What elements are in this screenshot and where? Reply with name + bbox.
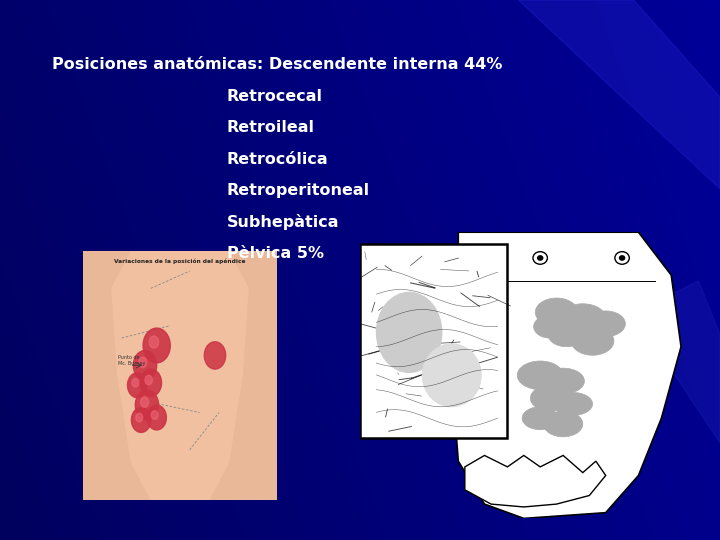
Circle shape	[151, 411, 158, 420]
Ellipse shape	[544, 411, 582, 437]
Circle shape	[618, 255, 626, 261]
Ellipse shape	[553, 393, 593, 415]
Circle shape	[138, 357, 147, 368]
Ellipse shape	[535, 298, 578, 327]
Text: Pèlvica 5%: Pèlvica 5%	[227, 246, 324, 261]
Circle shape	[131, 408, 151, 433]
Polygon shape	[465, 455, 606, 507]
Circle shape	[132, 379, 139, 387]
Circle shape	[136, 413, 143, 422]
Ellipse shape	[517, 361, 563, 390]
Text: Subhepàtica: Subhepàtica	[227, 214, 339, 231]
FancyBboxPatch shape	[360, 244, 508, 438]
Circle shape	[133, 350, 157, 380]
Circle shape	[204, 342, 225, 369]
Ellipse shape	[377, 292, 442, 373]
Ellipse shape	[571, 327, 614, 355]
Ellipse shape	[422, 344, 481, 407]
Ellipse shape	[531, 386, 570, 411]
Ellipse shape	[549, 324, 585, 347]
Circle shape	[135, 390, 158, 420]
Ellipse shape	[534, 315, 567, 338]
Text: Retroileal: Retroileal	[227, 120, 315, 136]
Circle shape	[537, 255, 544, 261]
Circle shape	[143, 328, 170, 363]
Polygon shape	[634, 281, 720, 443]
Text: Posiciones anatómicas: Descendente interna 44%: Posiciones anatómicas: Descendente inter…	[52, 57, 503, 72]
Circle shape	[140, 369, 161, 396]
Circle shape	[140, 397, 149, 407]
Text: Punto de
Mc. Burney: Punto de Mc. Burney	[118, 355, 145, 366]
Text: Retrocecal: Retrocecal	[227, 89, 323, 104]
Polygon shape	[451, 232, 681, 518]
Text: Retrocólica: Retrocólica	[227, 152, 328, 167]
Ellipse shape	[560, 303, 606, 333]
Circle shape	[145, 375, 153, 385]
Text: Variaciones de la posición del apéndice: Variaciones de la posición del apéndice	[114, 259, 246, 264]
Text: Retroperitoneal: Retroperitoneal	[227, 183, 370, 198]
FancyBboxPatch shape	[83, 251, 277, 500]
Ellipse shape	[542, 368, 585, 394]
Ellipse shape	[522, 407, 558, 430]
Circle shape	[149, 336, 158, 348]
Circle shape	[127, 373, 147, 397]
Circle shape	[147, 405, 166, 430]
Polygon shape	[518, 0, 720, 189]
Ellipse shape	[586, 311, 626, 336]
Polygon shape	[112, 251, 248, 500]
